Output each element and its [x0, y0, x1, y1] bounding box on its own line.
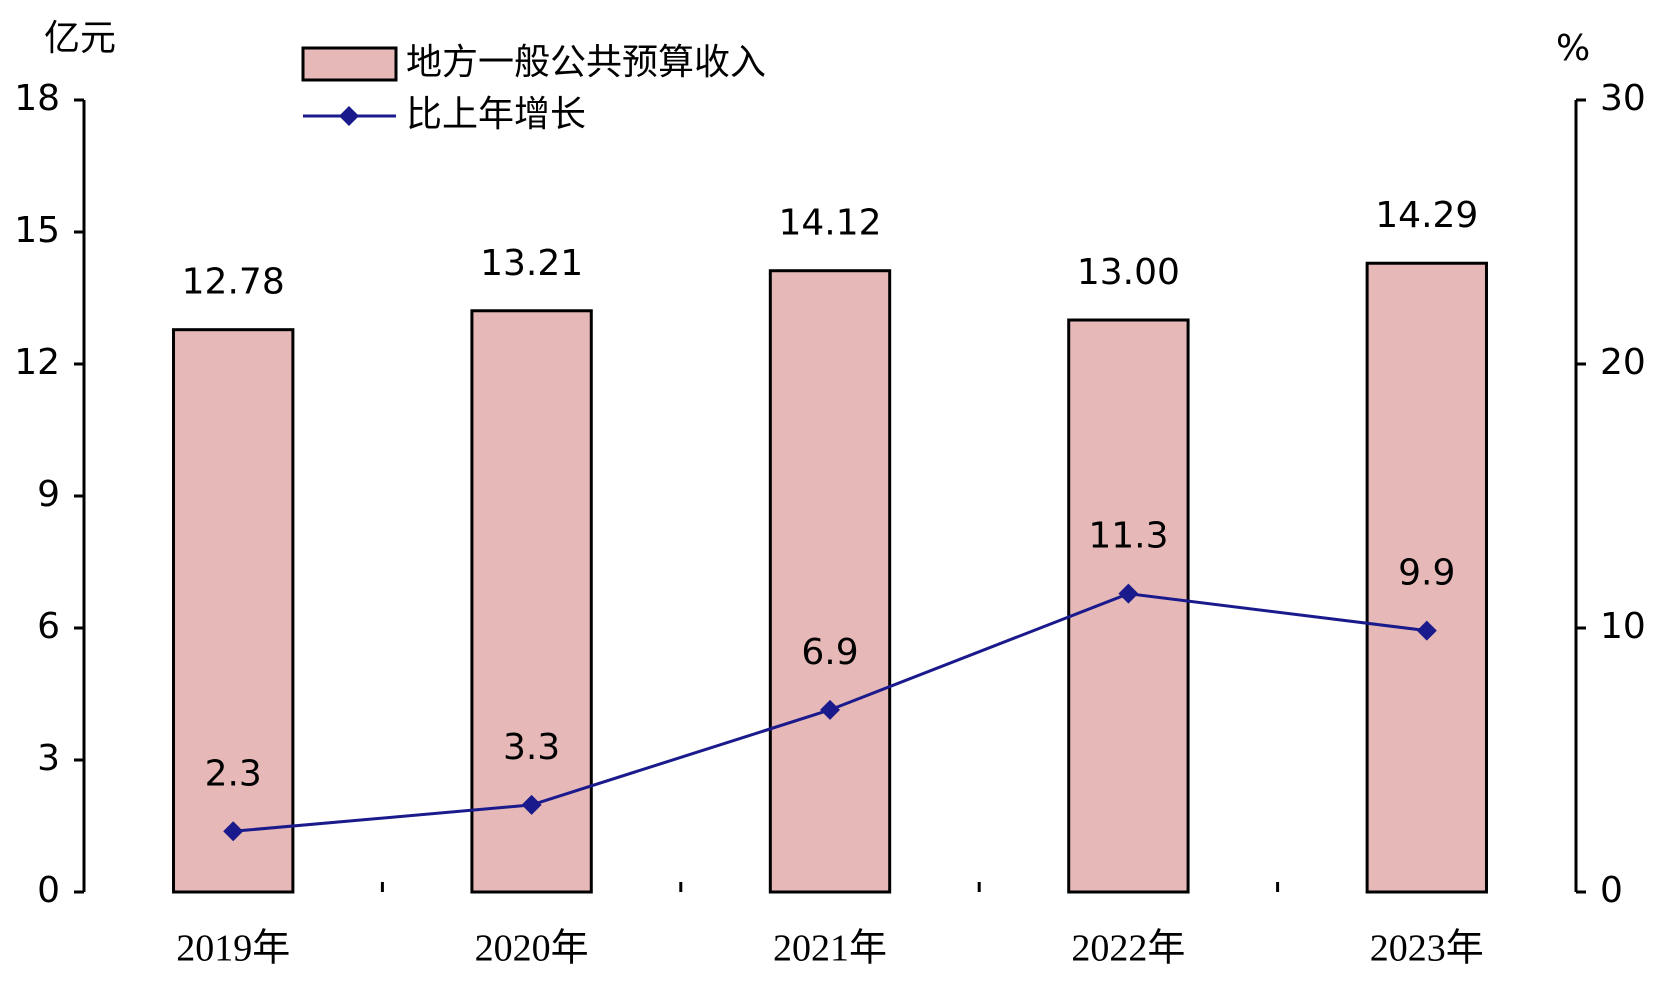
x-tick-label: 2022年	[1071, 928, 1185, 970]
legend-swatch	[301, 46, 398, 82]
line-marker	[1416, 620, 1437, 641]
y-tick-label: 3	[37, 738, 60, 779]
bar-value-label: 14.12	[778, 203, 881, 244]
y2-tick-label: 10	[1600, 606, 1646, 647]
bar	[1067, 318, 1190, 894]
y-tick-label: 9	[37, 474, 60, 515]
line-value-label: 2.3	[205, 753, 262, 794]
bar-value-label: 14.29	[1375, 195, 1478, 236]
line-marker	[1118, 583, 1139, 604]
y-tick-label: 18	[14, 78, 60, 119]
bar-value-label: 13.00	[1077, 252, 1180, 293]
line-value-label: 11.3	[1088, 516, 1168, 557]
bar	[172, 328, 295, 894]
line-value-label: 9.9	[1398, 553, 1455, 594]
x-tick-label: 2021年	[773, 928, 887, 970]
line-value-label: 6.9	[801, 632, 858, 673]
legend-marker	[339, 106, 359, 126]
x-tick-label: 2019年	[176, 928, 290, 970]
y-tick-label: 0	[37, 870, 60, 911]
y-tick-label: 6	[37, 606, 60, 647]
y2-axis-unit: %	[1556, 28, 1590, 69]
y-tick-label: 12	[14, 342, 60, 383]
bar-value-label: 12.78	[182, 262, 285, 303]
line-marker	[820, 699, 840, 720]
x-tick-label: 2020年	[475, 928, 589, 970]
y2-tick-label: 0	[1600, 870, 1623, 911]
bar-value-label: 13.21	[480, 243, 583, 284]
legend-label: 地方一般公共预算收入	[406, 42, 766, 83]
y2-tick-label: 30	[1600, 78, 1646, 119]
bar	[1365, 261, 1488, 894]
y2-tick-label: 20	[1600, 342, 1646, 383]
line-marker	[521, 794, 542, 815]
line-value-label: 3.3	[503, 727, 560, 768]
x-tick-label: 2023年	[1370, 928, 1484, 970]
y-tick-label: 15	[14, 210, 60, 251]
bar	[768, 269, 892, 894]
line-marker	[223, 821, 244, 842]
y-axis-unit: 亿元	[44, 18, 116, 59]
legend-label: 比上年增长	[406, 94, 586, 135]
